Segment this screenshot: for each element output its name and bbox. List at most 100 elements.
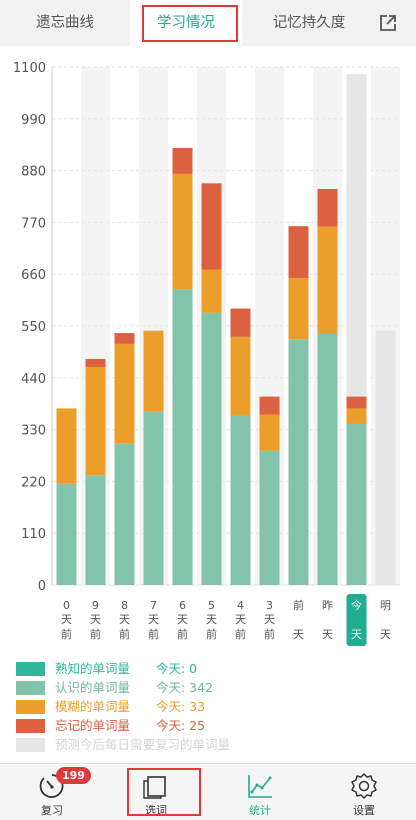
bar-segment-fuzzy xyxy=(230,336,251,416)
x-tick-label: 前 xyxy=(119,627,130,641)
review-count-badge: 199 xyxy=(56,767,91,784)
y-tick-label: 440 xyxy=(21,372,46,387)
x-tick-label: 6 xyxy=(179,599,186,612)
word-select-icon xyxy=(143,776,166,799)
bottom-navigation: 199 复习 选词 统计 设置 xyxy=(0,763,416,820)
x-tick-label: 前 xyxy=(148,627,159,641)
x-tick-label: 天 xyxy=(380,628,391,641)
y-tick-label: 990 xyxy=(21,113,46,128)
x-tick-label: 天 xyxy=(90,613,101,626)
x-tick-label: 4 xyxy=(237,599,244,612)
legend-value: 今天: 25 xyxy=(156,718,206,733)
tab-forgetting-curve[interactable]: 遗忘曲线 xyxy=(36,15,94,31)
x-tick-label: 天 xyxy=(61,613,72,626)
bar-segment-known xyxy=(56,483,77,585)
bar-segment-fuzzy xyxy=(259,414,280,451)
tab-memory-durability[interactable]: 记忆持久度 xyxy=(272,15,346,31)
bar-segment-known xyxy=(114,443,135,585)
legend-label: 预测今后每日需要复习的单词量 xyxy=(55,737,231,752)
bar-segment-fuzzy xyxy=(114,343,135,444)
bar-segment-forgot xyxy=(317,188,338,227)
y-tick-label: 110 xyxy=(21,527,46,542)
statistics-chart-icon xyxy=(248,775,272,798)
legend-swatch xyxy=(16,662,45,676)
y-tick-label: 1100 xyxy=(13,61,46,76)
x-tick-label: 前 xyxy=(90,627,101,641)
legend-label: 模糊的单词量 xyxy=(55,699,131,714)
nav-label-review: 复习 xyxy=(41,804,63,817)
bar-segment-forgot xyxy=(288,226,309,278)
nav-label-word-select: 选词 xyxy=(145,804,167,817)
study-chart: 0 110 220 330 440 550 660 770 880 990 1100 0 天前 9 天前 8 天… xyxy=(0,46,416,652)
x-tick-label: 今 xyxy=(351,598,362,612)
bar-segment-forgot xyxy=(346,396,367,409)
bar-segment-fuzzy xyxy=(143,330,164,412)
share-external-icon[interactable] xyxy=(378,13,398,33)
tab-study-status[interactable]: 学习情况 xyxy=(130,0,242,46)
bar-segment-known xyxy=(259,450,280,585)
bar-segment-forgot xyxy=(230,308,251,337)
x-tick-label: 明 xyxy=(380,599,391,612)
legend-label: 认识的单词量 xyxy=(55,680,131,695)
x-tick-label: 天 xyxy=(264,613,275,626)
legend-value: 今天: 342 xyxy=(156,680,214,695)
nav-label-statistics: 统计 xyxy=(249,804,271,817)
bar-segment-forgot xyxy=(114,333,135,344)
nav-statistics[interactable]: 统计 xyxy=(208,764,312,820)
y-tick-label: 660 xyxy=(21,268,46,283)
legend-row-known: 认识的单词量 今天: 342 xyxy=(16,679,406,698)
bar-segment-known xyxy=(201,312,222,585)
legend-swatch xyxy=(16,738,45,752)
y-tick-label: 880 xyxy=(21,165,46,180)
bar-segment-fuzzy xyxy=(317,226,338,335)
bar-segment-fuzzy xyxy=(85,366,106,476)
x-tick-label: 0 xyxy=(63,599,70,612)
bar-segment-known xyxy=(288,339,309,585)
x-tick-highlight xyxy=(346,594,367,646)
bar-segment-fuzzy xyxy=(56,408,77,484)
legend-label: 忘记的单词量 xyxy=(55,718,131,733)
legend-swatch xyxy=(16,700,45,714)
bar-segment-fuzzy xyxy=(172,173,193,290)
nav-review[interactable]: 199 复习 xyxy=(0,764,104,820)
nav-settings[interactable]: 设置 xyxy=(312,764,416,820)
chart-legend: 熟知的单词量 今天: 0 认识的单词量 今天: 342 模糊的单词量 今天: 3… xyxy=(16,660,406,755)
stacked-bar-chart: 011022033044055066077088099011000天前9天前8天… xyxy=(13,61,400,646)
bar-segment-fuzzy xyxy=(346,408,367,424)
y-tick-label: 220 xyxy=(21,475,46,490)
bar-segment-known xyxy=(172,289,193,585)
bar-segment-forgot xyxy=(85,358,106,367)
x-tick-label: 前 xyxy=(177,627,188,641)
settings-gear-icon xyxy=(351,773,377,799)
x-tick-label: 天 xyxy=(322,628,333,641)
x-tick-label: 天 xyxy=(293,628,304,641)
bar-segment-known xyxy=(346,423,367,585)
bar-segment-fuzzy xyxy=(288,277,309,340)
x-tick-label: 前 xyxy=(264,627,275,641)
x-tick-label: 5 xyxy=(208,599,215,612)
legend-label: 熟知的单词量 xyxy=(55,661,131,676)
bar-segment-known xyxy=(317,334,338,585)
legend-value: 今天: 0 xyxy=(156,661,198,676)
x-tick-label: 前 xyxy=(206,627,217,641)
legend-value: 今天: 33 xyxy=(156,699,206,714)
x-tick-label: 天 xyxy=(119,613,130,626)
nav-word-select[interactable]: 选词 xyxy=(104,764,208,820)
legend-swatch xyxy=(16,719,45,733)
bar-segment-forgot xyxy=(259,396,280,415)
bar-segment-known xyxy=(143,411,164,585)
legend-row-familiar: 熟知的单词量 今天: 0 xyxy=(16,660,406,679)
bar-segment-fuzzy xyxy=(201,269,222,313)
bar-segment-forgot xyxy=(172,147,193,174)
forecast-bar xyxy=(375,330,396,585)
y-tick-label: 550 xyxy=(21,320,46,335)
y-tick-label: 0 xyxy=(38,579,46,594)
top-tab-bar: 遗忘曲线 学习情况 记忆持久度 xyxy=(0,0,416,46)
legend-swatch xyxy=(16,681,45,695)
y-tick-label: 770 xyxy=(21,216,46,231)
nav-label-settings: 设置 xyxy=(353,804,375,817)
x-tick-label: 天 xyxy=(177,613,188,626)
x-tick-label: 前 xyxy=(235,627,246,641)
x-tick-label: 7 xyxy=(150,599,157,612)
x-tick-label: 天 xyxy=(351,628,362,641)
